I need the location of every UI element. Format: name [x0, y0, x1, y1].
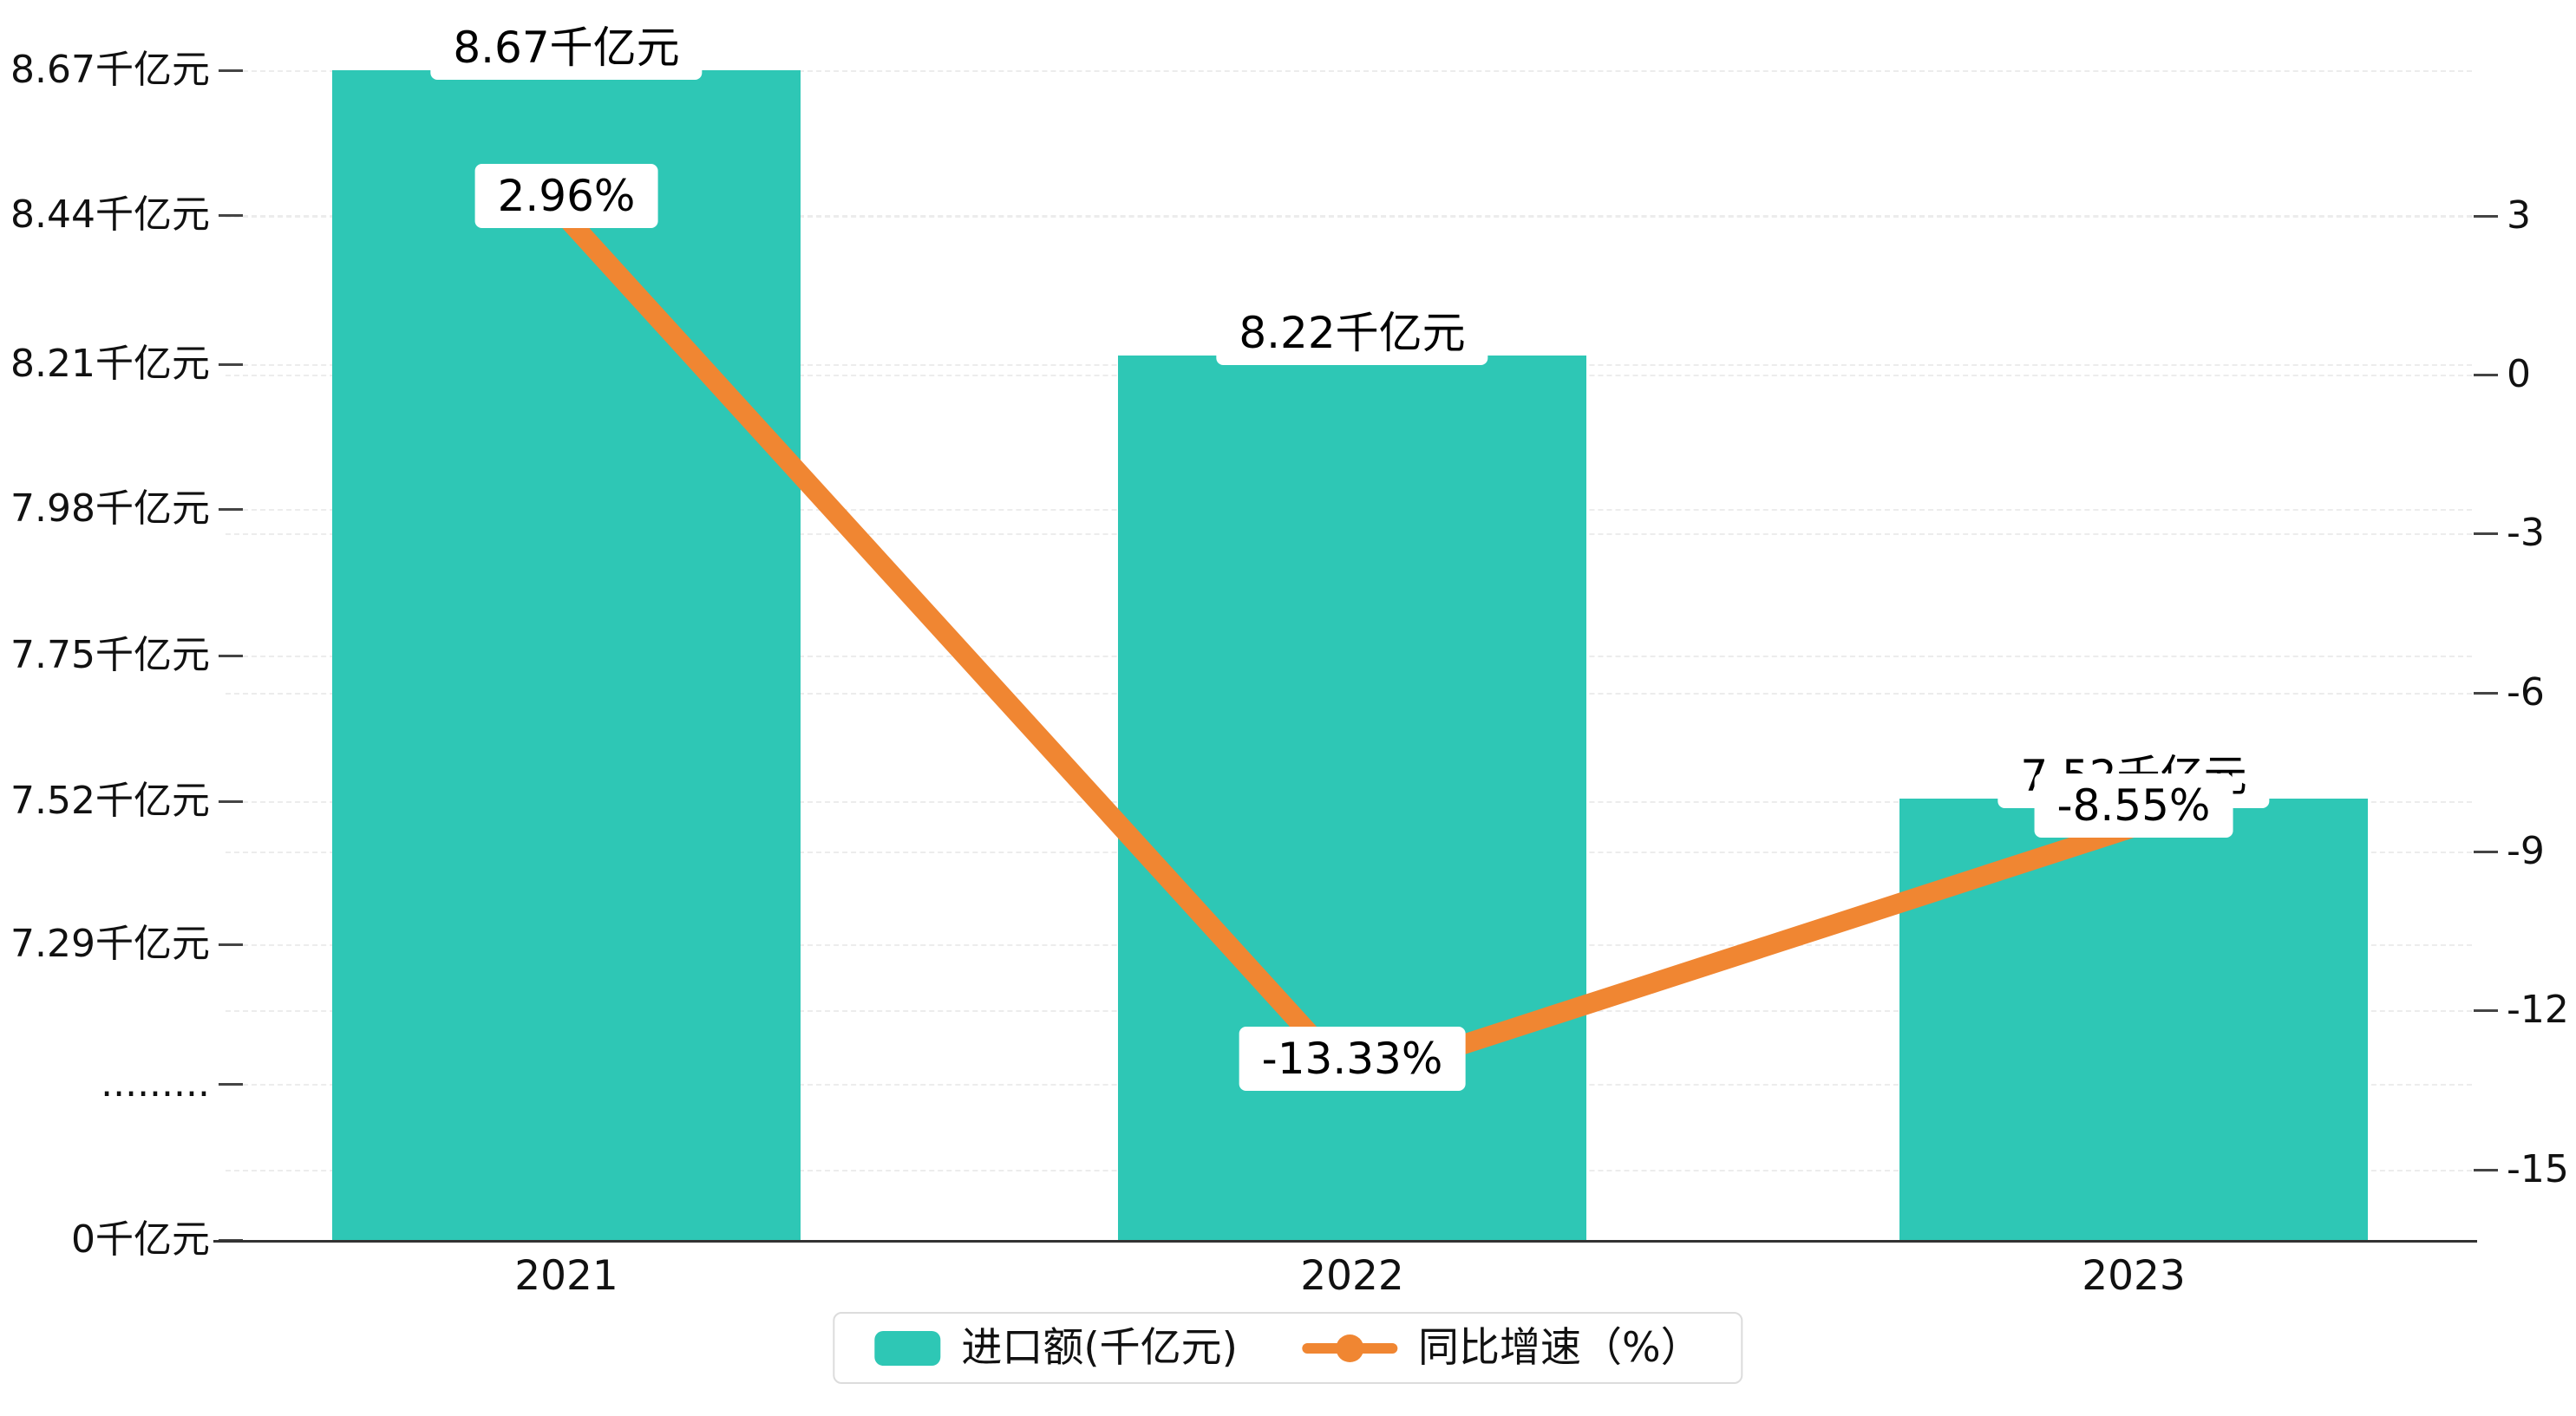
right-axis-label: 0	[2507, 352, 2531, 396]
x-axis-label: 2022	[1300, 1252, 1404, 1300]
legend-item-growth[interactable]: 同比增速（%）	[1302, 1328, 1702, 1368]
left-axis-label: 7.52千亿元	[10, 779, 210, 823]
gridline	[226, 70, 2472, 72]
left-axis-label: 8.21千亿元	[10, 342, 210, 386]
right-tick-mark	[2474, 692, 2498, 695]
right-tick-mark	[2474, 851, 2498, 853]
x-axis-line	[213, 1240, 2477, 1243]
right-axis-label: -9	[2507, 829, 2545, 873]
right-tick-mark	[2474, 215, 2498, 218]
left-tick-mark	[219, 800, 243, 803]
left-axis-label: 8.67千亿元	[10, 48, 210, 92]
left-tick-mark	[219, 508, 243, 511]
left-axis-label: 8.44千亿元	[10, 192, 210, 237]
left-tick-mark	[219, 1083, 243, 1086]
growth-line	[556, 207, 2144, 1091]
left-tick-mark	[219, 69, 243, 72]
growth-value-label: 2.96%	[474, 164, 658, 228]
left-axis-label: .........	[101, 1061, 210, 1106]
line-marker-icon	[1302, 1331, 1398, 1366]
import-bar-2022	[1118, 356, 1586, 1240]
bar-swatch-icon	[874, 1330, 941, 1366]
left-tick-mark	[219, 363, 243, 366]
left-tick-mark	[219, 655, 243, 657]
growth-value-label: -8.55%	[2034, 773, 2233, 838]
right-axis-label: -15	[2507, 1147, 2569, 1191]
right-tick-mark	[2474, 374, 2498, 376]
growth-value-label: -13.33%	[1239, 1027, 1466, 1091]
legend-label-imports: 进口额(千亿元)	[961, 1324, 1239, 1372]
right-axis-label: 3	[2507, 193, 2531, 238]
right-tick-mark	[2474, 1169, 2498, 1171]
right-axis-label: -12	[2507, 988, 2569, 1032]
bar-value-label: 8.67千亿元	[430, 16, 703, 80]
left-tick-mark	[219, 214, 243, 217]
left-tick-mark	[219, 943, 243, 946]
x-axis-label: 2023	[2082, 1252, 2186, 1300]
left-axis-label: 7.98千亿元	[10, 486, 210, 531]
right-axis-label: -3	[2507, 511, 2545, 555]
right-tick-mark	[2474, 532, 2498, 535]
legend: 进口额(千亿元) 同比增速（%）	[833, 1312, 1743, 1384]
right-axis-label: -6	[2507, 670, 2545, 715]
gridline	[226, 216, 2472, 218]
legend-item-imports[interactable]: 进口额(千亿元)	[874, 1328, 1238, 1368]
left-axis-label: 7.29千亿元	[10, 922, 210, 966]
right-tick-mark	[2474, 1009, 2498, 1012]
line-marker-dot	[1336, 1334, 1364, 1362]
left-axis-label: 7.75千亿元	[10, 633, 210, 677]
x-axis-label: 2021	[514, 1252, 618, 1300]
legend-label-growth: 同比增速（%）	[1418, 1324, 1702, 1372]
import-bar-2021	[332, 70, 801, 1240]
bar-value-label: 8.22千亿元	[1216, 301, 1488, 365]
left-axis-label: 0千亿元	[71, 1217, 210, 1262]
